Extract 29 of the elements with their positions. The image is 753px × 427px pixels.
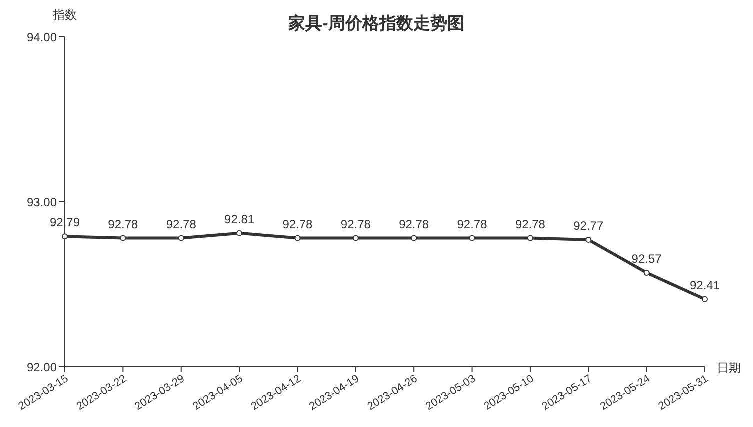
data-label: 92.41	[690, 278, 720, 292]
point	[62, 234, 68, 240]
data-label: 92.81	[224, 212, 255, 226]
data-label: 92.77	[574, 218, 604, 233]
point	[527, 235, 534, 242]
data-label: 92.78	[166, 217, 197, 232]
point	[120, 235, 126, 242]
y-tick-label: 94.00	[26, 30, 58, 44]
y-axis-title: 指数	[53, 7, 77, 24]
data-label: 92.78	[340, 217, 372, 232]
point	[236, 230, 243, 236]
point	[411, 235, 418, 242]
chart-title: 家具-周价格指数走势图	[288, 14, 464, 33]
data-label: 92.78	[108, 217, 139, 232]
y-tick-label: 92.00	[26, 360, 58, 374]
data-label: 92.78	[399, 217, 430, 232]
point	[352, 235, 359, 242]
x-axis-title: 日期	[717, 360, 741, 377]
data-label: 92.78	[515, 217, 546, 232]
data-label: 92.78	[282, 217, 314, 232]
data-label: 92.78	[457, 217, 488, 232]
point	[294, 235, 301, 242]
y-tick-label: 93.00	[26, 195, 58, 210]
point	[586, 236, 592, 243]
point	[702, 296, 708, 302]
point	[178, 235, 184, 242]
data-label: 92.57	[632, 252, 662, 266]
point	[469, 235, 476, 242]
point	[644, 270, 650, 276]
